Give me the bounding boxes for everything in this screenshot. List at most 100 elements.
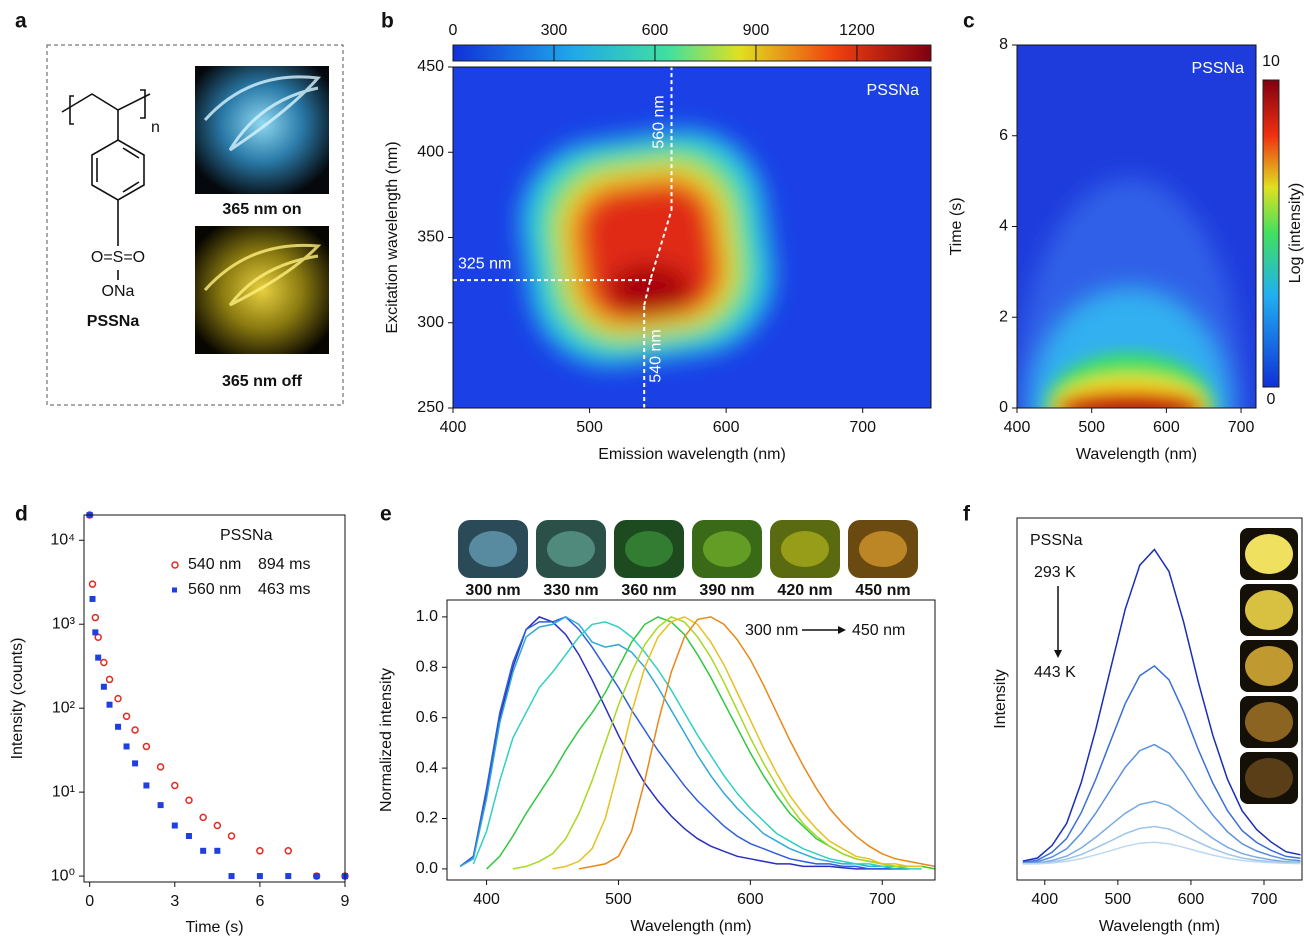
colorbar-tick-label: 0 bbox=[449, 22, 458, 39]
panel-label: f bbox=[963, 503, 971, 526]
photo-detail bbox=[203, 243, 322, 307]
colorbar-tick-label: 1200 bbox=[839, 22, 875, 39]
x-tick-label: 400 bbox=[1031, 891, 1058, 908]
x-axis-label: Emission wavelength (nm) bbox=[598, 446, 786, 463]
x-axis-label: Time (s) bbox=[185, 919, 243, 936]
y-tick-label: 0 bbox=[999, 399, 1008, 416]
point bbox=[92, 629, 99, 636]
annotation: PSSNa bbox=[867, 82, 920, 99]
line bbox=[1022, 664, 1301, 864]
x-tick-label: 600 bbox=[1153, 419, 1180, 436]
x-tick-label: 400 bbox=[440, 419, 467, 436]
panel-label: e bbox=[380, 503, 392, 526]
line bbox=[1022, 800, 1301, 865]
point bbox=[256, 847, 264, 855]
x-tick-label: 400 bbox=[473, 891, 500, 908]
y-tick-label: 8 bbox=[999, 36, 1008, 53]
point bbox=[122, 712, 131, 721]
line bbox=[459, 616, 909, 870]
x-tick-label: 700 bbox=[1228, 419, 1255, 436]
point bbox=[214, 847, 221, 854]
annotation: 450 nm bbox=[852, 622, 905, 639]
x-tick-label: 700 bbox=[1251, 891, 1278, 908]
x-tick-label: 500 bbox=[1078, 419, 1105, 436]
x-axis-label: Wavelength (nm) bbox=[630, 918, 751, 935]
point bbox=[100, 658, 108, 667]
x-tick-label: 3 bbox=[170, 893, 179, 910]
point bbox=[185, 833, 192, 840]
line bbox=[1022, 548, 1301, 862]
colorbar bbox=[452, 44, 932, 62]
point bbox=[89, 595, 96, 602]
x-axis-label: Wavelength (nm) bbox=[1076, 446, 1197, 463]
annotation: 300 nm bbox=[745, 622, 798, 639]
point bbox=[132, 760, 139, 767]
y-axis-label: Excitation wavelength (nm) bbox=[384, 141, 401, 333]
plot-frame bbox=[446, 599, 936, 881]
y-tick-label: 2 bbox=[999, 308, 1008, 325]
x-tick-label: 700 bbox=[849, 419, 876, 436]
subscript: n bbox=[151, 119, 160, 136]
photo bbox=[195, 66, 329, 194]
y-tick-label: 250 bbox=[417, 399, 444, 416]
y-tick-label: 0.6 bbox=[416, 709, 438, 726]
point bbox=[284, 847, 293, 855]
photo-stack bbox=[1240, 528, 1298, 804]
line bbox=[1022, 841, 1301, 865]
x-tick-label: 6 bbox=[255, 893, 264, 910]
colorbar bbox=[1262, 79, 1280, 388]
point bbox=[88, 580, 97, 588]
point bbox=[171, 822, 178, 829]
y-tick-label: 10⁰ bbox=[51, 867, 75, 884]
plot-frame bbox=[452, 66, 932, 409]
x-tick-label: 600 bbox=[713, 419, 740, 436]
line bbox=[472, 621, 922, 870]
line bbox=[1022, 825, 1301, 865]
photo-caption: 330 nm bbox=[543, 582, 598, 599]
point bbox=[157, 802, 164, 809]
arrow-head bbox=[838, 626, 846, 634]
y-axis-label: Intensity (counts) bbox=[9, 638, 26, 760]
photo-caption: 420 nm bbox=[777, 582, 832, 599]
heatmap-image bbox=[1017, 178, 1245, 408]
panel-box bbox=[46, 44, 344, 406]
point bbox=[143, 782, 150, 789]
plot-frame bbox=[1016, 44, 1257, 409]
line bbox=[459, 616, 909, 870]
line bbox=[512, 616, 909, 870]
y-tick-label: 10³ bbox=[52, 615, 76, 632]
panel-label: c bbox=[963, 10, 975, 33]
y-axis-label: Intensity bbox=[992, 669, 1009, 729]
salt-label: ONa bbox=[102, 283, 135, 300]
point bbox=[185, 796, 193, 805]
y-tick-label: 0.8 bbox=[416, 659, 438, 676]
legend-marker bbox=[172, 587, 177, 593]
panel-label: d bbox=[15, 503, 28, 526]
panel-label: b bbox=[381, 10, 394, 33]
y-tick-label: 450 bbox=[417, 58, 444, 75]
y-tick-label: 10² bbox=[52, 699, 76, 716]
annotation: 293 K bbox=[1034, 564, 1076, 581]
guide-connector bbox=[643, 209, 673, 306]
annotation: PSSNa bbox=[1192, 60, 1245, 77]
point bbox=[91, 613, 100, 622]
x-tick-label: 500 bbox=[605, 891, 632, 908]
y-tick-label: 0.4 bbox=[416, 759, 438, 776]
photo-caption: 450 nm bbox=[855, 582, 910, 599]
y-tick-label: 400 bbox=[417, 143, 444, 160]
y-tick-label: 10⁴ bbox=[50, 531, 75, 548]
y-tick-label: 0.2 bbox=[416, 810, 438, 827]
line bbox=[459, 616, 909, 870]
x-tick-label: 0 bbox=[85, 893, 94, 910]
x-axis-label: Wavelength (nm) bbox=[1099, 918, 1220, 935]
heatmap-image bbox=[520, 129, 774, 366]
point bbox=[228, 873, 235, 880]
point bbox=[171, 781, 179, 790]
point bbox=[313, 873, 320, 880]
legend-lifetime: 463 ms bbox=[258, 581, 310, 598]
compound-label: PSSNa bbox=[87, 313, 140, 330]
point bbox=[123, 743, 130, 750]
photo-caption: 300 nm bbox=[465, 582, 520, 599]
annotation: PSSNa bbox=[1030, 532, 1083, 549]
